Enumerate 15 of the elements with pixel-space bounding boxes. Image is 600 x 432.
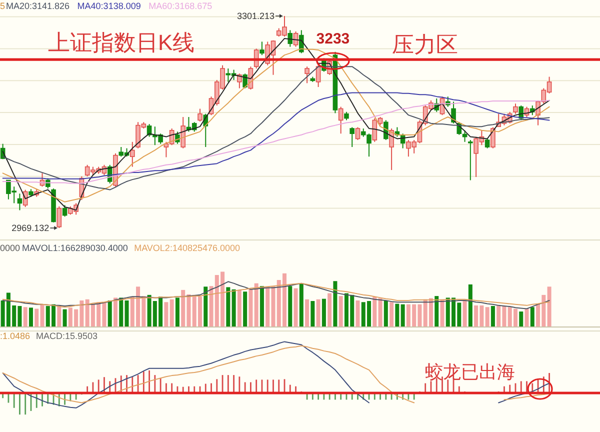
text: MA20:3141.826 bbox=[6, 1, 70, 11]
text: MAVOL2:140825476.0000 bbox=[134, 243, 240, 253]
annotation: 3233 bbox=[316, 30, 350, 48]
text: 5 bbox=[0, 1, 6, 11]
annotation: 蛟龙已出海 bbox=[425, 362, 515, 382]
text: MA60:3168.675 bbox=[148, 1, 212, 11]
annotation: 压力区 bbox=[392, 32, 458, 57]
annotation: 上证指数日K线 bbox=[48, 30, 195, 55]
text: 0000 bbox=[0, 243, 20, 253]
text: :1.0486 bbox=[0, 331, 30, 341]
annotation: 2969.132 bbox=[12, 223, 50, 233]
text: MA40:3138.009 bbox=[77, 1, 141, 11]
annotation: 3301.213 bbox=[236, 11, 275, 21]
text: MACD:15.9503 bbox=[36, 331, 98, 341]
text: MAVOL1:166289030.4000 bbox=[22, 243, 128, 253]
